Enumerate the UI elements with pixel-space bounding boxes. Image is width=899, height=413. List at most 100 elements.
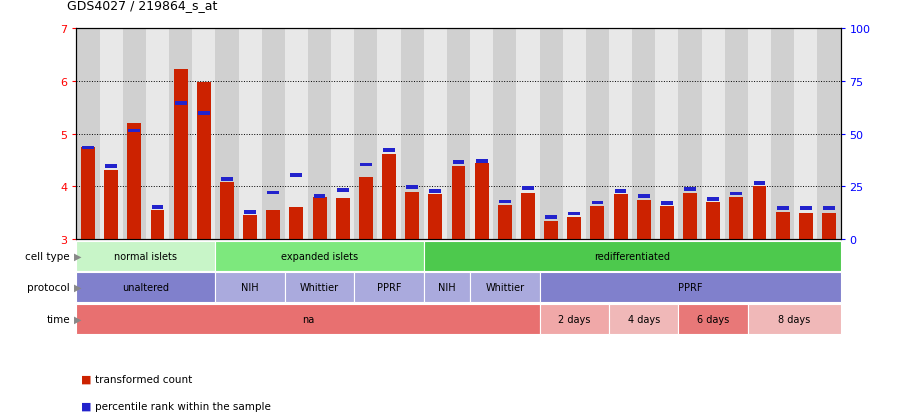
Bar — [76, 29, 100, 240]
Bar — [243, 216, 257, 240]
Bar — [655, 29, 679, 240]
Bar — [82, 146, 93, 150]
Bar — [150, 211, 165, 240]
Bar — [823, 207, 835, 211]
Bar — [335, 199, 350, 240]
Text: percentile rank within the sample: percentile rank within the sample — [95, 401, 271, 411]
Bar — [679, 29, 701, 240]
Text: protocol: protocol — [27, 282, 70, 292]
Bar — [220, 183, 234, 240]
Text: PPRF: PPRF — [678, 282, 702, 292]
Bar — [354, 29, 378, 240]
Bar — [262, 29, 285, 240]
Bar — [198, 112, 209, 116]
Bar — [470, 29, 494, 240]
Bar — [245, 211, 256, 214]
Text: transformed count: transformed count — [95, 374, 192, 384]
Text: cell type: cell type — [25, 251, 70, 261]
Bar — [406, 186, 418, 190]
Bar — [544, 221, 558, 240]
Bar — [752, 187, 767, 240]
Text: NIH: NIH — [241, 282, 259, 292]
Text: Whittier: Whittier — [300, 282, 339, 292]
Bar — [81, 147, 95, 240]
Bar — [238, 29, 262, 240]
Bar — [684, 188, 696, 191]
Text: expanded islets: expanded islets — [281, 251, 358, 261]
Bar — [615, 190, 627, 193]
Text: ▶: ▶ — [74, 282, 81, 292]
Bar — [683, 193, 697, 240]
Bar — [725, 29, 748, 240]
Text: ▶: ▶ — [74, 251, 81, 261]
Text: unaltered: unaltered — [122, 282, 169, 292]
Text: redifferentiated: redifferentiated — [594, 251, 670, 261]
Bar — [267, 191, 280, 195]
Text: ▶: ▶ — [74, 314, 81, 324]
Bar — [429, 195, 442, 240]
Text: GDS4027 / 219864_s_at: GDS4027 / 219864_s_at — [67, 0, 218, 12]
Bar — [748, 29, 771, 240]
Bar — [817, 29, 841, 240]
Bar — [707, 203, 720, 240]
Bar — [522, 187, 534, 190]
Bar — [452, 161, 465, 165]
Bar — [360, 163, 372, 167]
Text: ■: ■ — [81, 401, 92, 411]
Bar — [753, 182, 765, 185]
Bar — [128, 124, 141, 240]
Bar — [378, 29, 401, 240]
Bar — [197, 83, 210, 240]
Bar — [337, 188, 349, 192]
Bar — [586, 29, 609, 240]
Bar — [447, 29, 470, 240]
Bar — [794, 29, 817, 240]
Bar — [661, 202, 672, 205]
Bar — [401, 29, 423, 240]
Bar — [104, 171, 118, 240]
Bar — [100, 29, 123, 240]
Bar — [776, 212, 789, 240]
Bar — [192, 29, 216, 240]
Bar — [174, 70, 188, 240]
Bar — [314, 195, 325, 199]
Bar — [423, 29, 447, 240]
Bar — [494, 29, 516, 240]
Text: ■: ■ — [81, 374, 92, 384]
Bar — [105, 165, 117, 169]
Text: 2 days: 2 days — [558, 314, 591, 324]
Bar — [146, 29, 169, 240]
Bar — [660, 207, 674, 240]
Text: 6 days: 6 days — [697, 314, 729, 324]
Bar — [266, 211, 280, 240]
Bar — [822, 213, 836, 240]
Bar — [731, 192, 743, 196]
Bar — [476, 159, 487, 163]
Bar — [216, 29, 238, 240]
Bar — [708, 197, 719, 201]
Bar — [313, 197, 326, 240]
Bar — [290, 174, 302, 178]
Bar — [563, 29, 586, 240]
Bar — [129, 130, 140, 133]
Bar — [499, 200, 511, 204]
Bar — [383, 149, 395, 153]
Bar — [729, 197, 743, 240]
Bar — [800, 207, 812, 211]
Bar — [405, 192, 419, 240]
Text: Whittier: Whittier — [485, 282, 524, 292]
Bar — [123, 29, 146, 240]
Bar — [701, 29, 725, 240]
Bar — [592, 201, 603, 205]
Text: 8 days: 8 days — [779, 314, 810, 324]
Text: PPRF: PPRF — [377, 282, 401, 292]
Bar — [285, 29, 308, 240]
Bar — [591, 207, 604, 240]
Bar — [174, 102, 186, 105]
Bar — [567, 217, 582, 240]
Bar — [636, 200, 651, 240]
Text: normal islets: normal islets — [114, 251, 177, 261]
Bar — [799, 213, 813, 240]
Bar — [568, 212, 580, 216]
Bar — [430, 190, 441, 193]
